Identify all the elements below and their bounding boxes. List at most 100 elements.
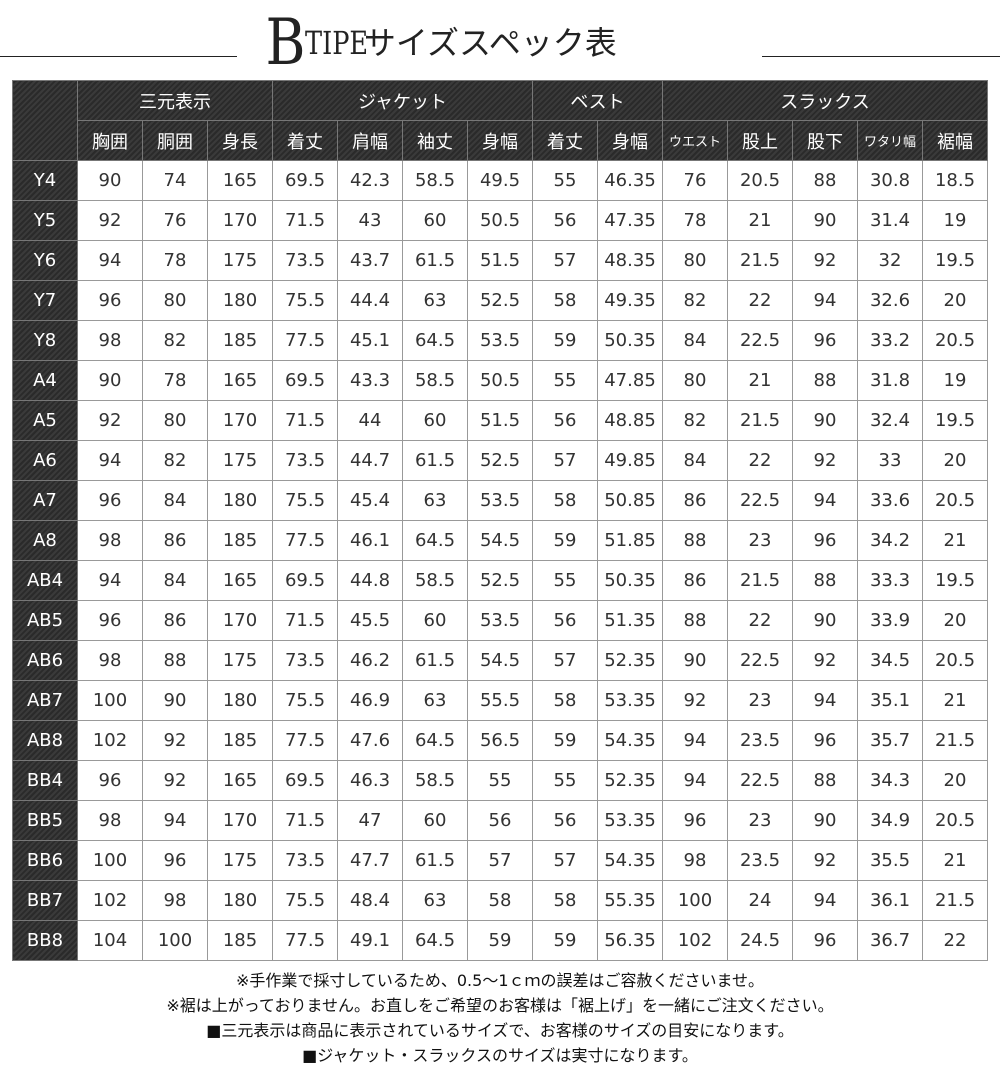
table-cell: 64.5 <box>402 520 468 561</box>
table-cell: 63 <box>402 680 468 721</box>
table-cell: 88 <box>662 600 728 641</box>
table-cell: 88 <box>792 360 858 401</box>
table-cell: 31.4 <box>857 200 923 241</box>
size-label: A6 <box>12 440 78 481</box>
table-cell: 33.9 <box>857 600 923 641</box>
table-cell: 20.5 <box>922 800 988 841</box>
table-cell: 22 <box>727 600 793 641</box>
table-cell: 63 <box>402 880 468 921</box>
table-cell: 22.5 <box>727 480 793 521</box>
table-cell: 47.85 <box>597 360 663 401</box>
table-cell: 56 <box>532 600 598 641</box>
size-label: A7 <box>12 480 78 521</box>
table-cell: 102 <box>662 920 728 961</box>
table-cell: 34.3 <box>857 760 923 801</box>
table-cell: 55.35 <box>597 880 663 921</box>
table-cell: 59 <box>532 520 598 561</box>
column-header: 肩幅 <box>337 120 403 161</box>
title-letter: B <box>265 6 306 80</box>
table-cell: 52.5 <box>467 560 533 601</box>
table-cell: 52.35 <box>597 640 663 681</box>
table-cell: 88 <box>662 520 728 561</box>
table-cell: 51.5 <box>467 400 533 441</box>
table-cell: 20 <box>922 440 988 481</box>
table-cell: 44.4 <box>337 280 403 321</box>
table-cell: 71.5 <box>272 400 338 441</box>
table-cell: 48.35 <box>597 240 663 281</box>
table-cell: 20.5 <box>922 640 988 681</box>
table-cell: 92 <box>142 760 208 801</box>
table-cell: 21.5 <box>727 240 793 281</box>
table-cell: 56.35 <box>597 920 663 961</box>
table-cell: 24.5 <box>727 920 793 961</box>
table-cell: 21 <box>727 360 793 401</box>
table-cell: 43.7 <box>337 240 403 281</box>
table-cell: 92 <box>77 400 143 441</box>
table-cell: 19 <box>922 200 988 241</box>
table-cell: 185 <box>207 520 273 561</box>
table-cell: 90 <box>792 800 858 841</box>
table-cell: 44 <box>337 400 403 441</box>
table-cell: 94 <box>792 480 858 521</box>
table-cell: 50.5 <box>467 200 533 241</box>
table-cell: 175 <box>207 440 273 481</box>
table-cell: 64.5 <box>402 920 468 961</box>
table-cell: 57 <box>467 840 533 881</box>
table-cell: 23 <box>727 520 793 561</box>
table-cell: 34.5 <box>857 640 923 681</box>
table-cell: 30.8 <box>857 160 923 201</box>
column-header: 股下 <box>792 120 858 161</box>
table-cell: 88 <box>792 760 858 801</box>
table-cell: 60 <box>402 200 468 241</box>
corner-cell <box>12 80 78 161</box>
table-cell: 100 <box>662 880 728 921</box>
size-label: Y8 <box>12 320 78 361</box>
size-label: A4 <box>12 360 78 401</box>
table-cell: 59 <box>467 920 533 961</box>
table-cell: 31.8 <box>857 360 923 401</box>
table-cell: 53.5 <box>467 600 533 641</box>
table-cell: 52.5 <box>467 280 533 321</box>
table-cell: 58 <box>532 280 598 321</box>
table-cell: 94 <box>142 800 208 841</box>
table-cell: 33 <box>857 440 923 481</box>
table-cell: 96 <box>77 480 143 521</box>
table-cell: 61.5 <box>402 640 468 681</box>
table-cell: 185 <box>207 920 273 961</box>
table-cell: 94 <box>792 280 858 321</box>
table-cell: 165 <box>207 560 273 601</box>
table-cell: 32.4 <box>857 400 923 441</box>
table-cell: 84 <box>662 320 728 361</box>
table-cell: 102 <box>77 880 143 921</box>
table-cell: 60 <box>402 400 468 441</box>
table-cell: 58.5 <box>402 760 468 801</box>
title-jp: サイズスペック表 <box>363 24 617 62</box>
title-rule-left <box>0 56 237 57</box>
table-cell: 94 <box>792 880 858 921</box>
table-cell: 90 <box>662 640 728 681</box>
table-row: BB7 102 98 180 75.5 48.4 63 58 58 55.35 100 24 94 36.… <box>12 880 988 921</box>
table-row: BB8 104 100 185 77.5 49.1 64.5 59 59 56.35 102 24.5… <box>12 920 988 961</box>
table-cell: 86 <box>142 600 208 641</box>
table-cell: 170 <box>207 600 273 641</box>
table-row: Y6 94 78 175 73.5 43.7 61.5 51.5 57 48.35 80 21.5 92… <box>12 240 988 281</box>
table-cell: 21.5 <box>727 560 793 601</box>
table-cell: 88 <box>142 640 208 681</box>
table-cell: 55 <box>532 760 598 801</box>
table-cell: 45.1 <box>337 320 403 361</box>
table-cell: 20 <box>922 600 988 641</box>
table-cell: 54.35 <box>597 840 663 881</box>
table-cell: 90 <box>77 160 143 201</box>
column-header: 胴囲 <box>142 120 208 161</box>
title-rule-right <box>762 56 1000 57</box>
table-cell: 56 <box>532 800 598 841</box>
table-cell: 94 <box>77 440 143 481</box>
table-cell: 92 <box>662 680 728 721</box>
table-cell: 96 <box>77 760 143 801</box>
notes: ※手作業で採寸しているため、0.5～1ｃｍの誤差はご容赦くださいませ。 ※裾は上… <box>0 968 1000 1068</box>
table-cell: 53.35 <box>597 800 663 841</box>
table-cell: 92 <box>792 440 858 481</box>
table-cell: 33.3 <box>857 560 923 601</box>
table-cell: 94 <box>77 240 143 281</box>
size-label: Y7 <box>12 280 78 321</box>
